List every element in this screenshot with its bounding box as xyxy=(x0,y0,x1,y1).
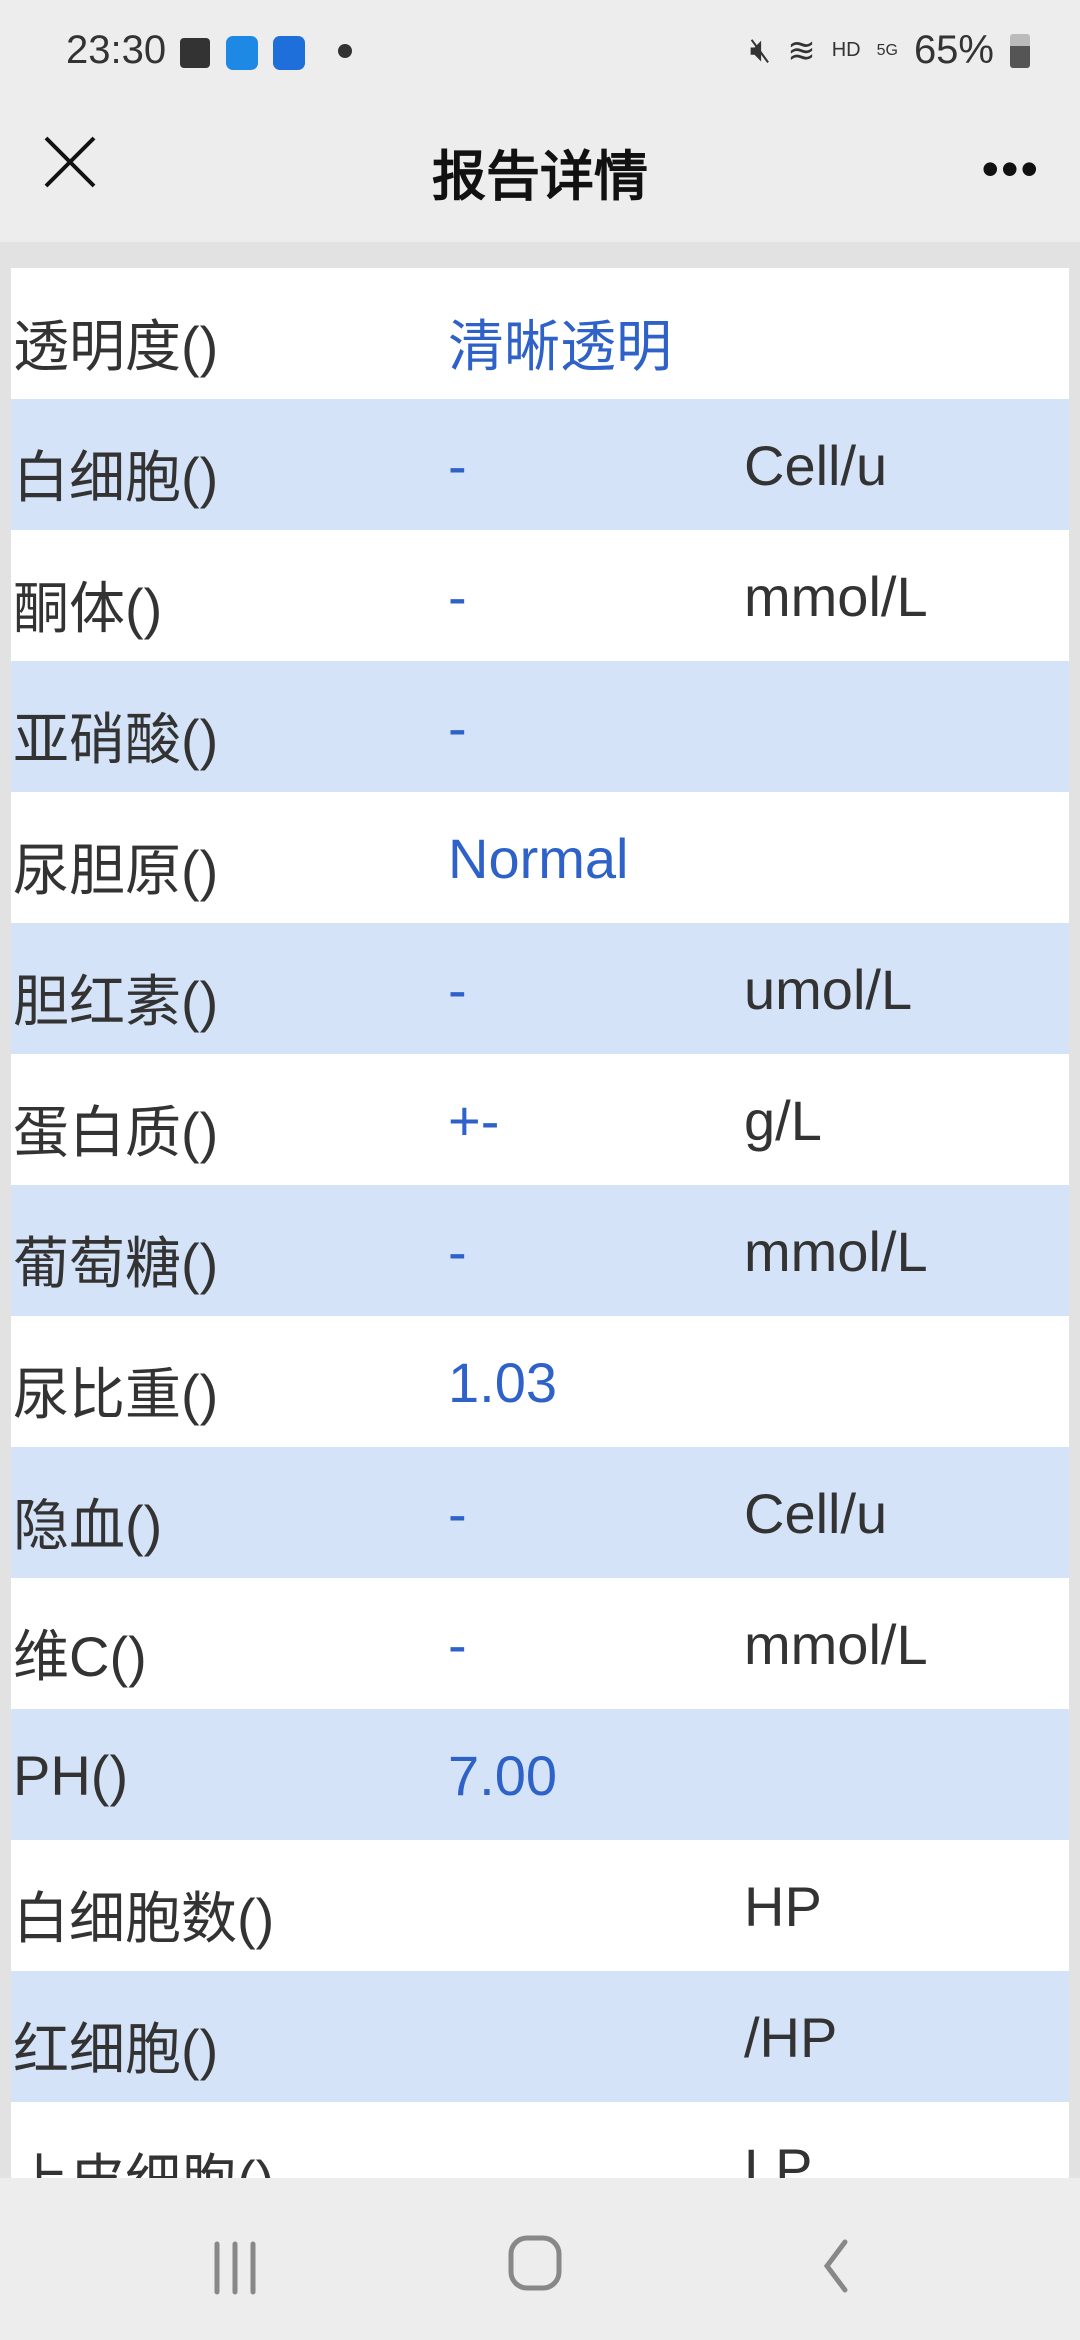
item-unit: Cell/u xyxy=(744,1482,888,1545)
back-icon[interactable] xyxy=(815,2236,855,2296)
item-value: 1.03 xyxy=(448,1351,557,1414)
signal-icon: 5G xyxy=(876,41,898,59)
table-row: 胆红素() - umol/L xyxy=(11,923,1069,1054)
item-name: 红细胞() xyxy=(13,2018,219,2081)
table-row: 红细胞() /HP xyxy=(11,1971,1069,2102)
table-row: 葡萄糖() - mmol/L xyxy=(11,1185,1069,1316)
item-unit: umol/L xyxy=(744,958,913,1021)
table-row: 酮体() - mmol/L xyxy=(11,530,1069,661)
item-name: 胆红素() xyxy=(13,970,219,1033)
table-row: 白细胞数() HP xyxy=(11,1840,1069,1971)
table-row: 维C() - mmol/L xyxy=(11,1578,1069,1709)
mute-icon: 🔇︎ xyxy=(749,31,772,69)
home-icon[interactable] xyxy=(505,2234,565,2294)
item-name: 酮体() xyxy=(13,577,163,640)
app-header: 报告详情 ••• xyxy=(0,100,1080,242)
item-value: - xyxy=(448,1220,467,1283)
item-unit: mmol/L xyxy=(744,565,928,628)
more-options-icon[interactable]: ••• xyxy=(981,141,1040,197)
table-row: 隐血() - Cell/u xyxy=(11,1447,1069,1578)
item-name: 白细胞数() xyxy=(13,1887,275,1950)
status-bar: 23:30 🔇︎ ≋ HD 5G 65% xyxy=(0,0,1080,100)
clock: 23:30 xyxy=(66,28,167,72)
item-value: 清晰透明 xyxy=(448,315,672,378)
item-value: - xyxy=(448,565,467,628)
item-value: +- xyxy=(448,1089,500,1152)
table-row: 上皮细胞() LP xyxy=(11,2102,1069,2178)
item-name: 亚硝酸() xyxy=(13,708,219,771)
table-row: 尿比重() 1.03 xyxy=(11,1316,1069,1447)
item-value: - xyxy=(448,696,467,759)
table-row: 亚硝酸() - xyxy=(11,661,1069,792)
hd-icon: HD xyxy=(831,39,861,61)
item-name: 透明度() xyxy=(13,315,219,378)
item-name: PH() xyxy=(13,1744,129,1807)
table-row: 尿胆原() Normal xyxy=(11,792,1069,923)
close-icon[interactable] xyxy=(40,132,100,192)
navigation-bar xyxy=(0,2178,1080,2340)
item-unit: mmol/L xyxy=(744,1220,928,1283)
app-notification-icon xyxy=(273,36,305,70)
recent-apps-icon[interactable] xyxy=(205,2238,265,2298)
table-row: 透明度() 清晰透明 xyxy=(11,268,1069,399)
item-name: 上皮细胞() xyxy=(13,2136,274,2178)
item-unit: Cell/u xyxy=(744,434,888,497)
item-unit: HP xyxy=(744,1875,822,1938)
item-name: 白细胞() xyxy=(13,446,219,509)
item-value: 7.00 xyxy=(448,1744,557,1807)
item-name: 尿比重() xyxy=(13,1363,219,1426)
item-value: - xyxy=(448,1613,467,1676)
page-title: 报告详情 xyxy=(432,147,648,207)
item-value: - xyxy=(448,958,467,1021)
table-row: 蛋白质() +- g/L xyxy=(11,1054,1069,1185)
item-unit: g/L xyxy=(744,1089,822,1152)
item-name: 隐血() xyxy=(13,1494,163,1557)
item-value: - xyxy=(448,1482,467,1545)
item-name: 蛋白质() xyxy=(13,1101,219,1164)
item-unit: mmol/L xyxy=(744,1613,928,1676)
gallery-icon xyxy=(180,38,210,68)
battery-percent: 65% xyxy=(913,28,994,72)
wifi-icon: ≋ xyxy=(787,31,816,70)
item-value: - xyxy=(448,434,467,497)
item-name: 维C() xyxy=(13,1625,147,1688)
app-notification-icon xyxy=(226,36,258,70)
report-table: 透明度() 清晰透明白细胞() - Cell/u 酮体() - mmol/L 亚硝酸() - 尿胆… xyxy=(11,268,1069,2178)
table-row: PH() 7.00 xyxy=(11,1709,1069,1840)
item-value: Normal xyxy=(448,827,629,890)
item-name: 葡萄糖() xyxy=(13,1232,219,1295)
more-notifications-dot xyxy=(338,44,352,58)
table-row: 白细胞() - Cell/u xyxy=(11,399,1069,530)
item-unit: /HP xyxy=(744,2006,838,2069)
item-name: 尿胆原() xyxy=(13,839,219,902)
item-unit: LP xyxy=(744,2137,813,2178)
battery-icon xyxy=(1010,33,1030,68)
